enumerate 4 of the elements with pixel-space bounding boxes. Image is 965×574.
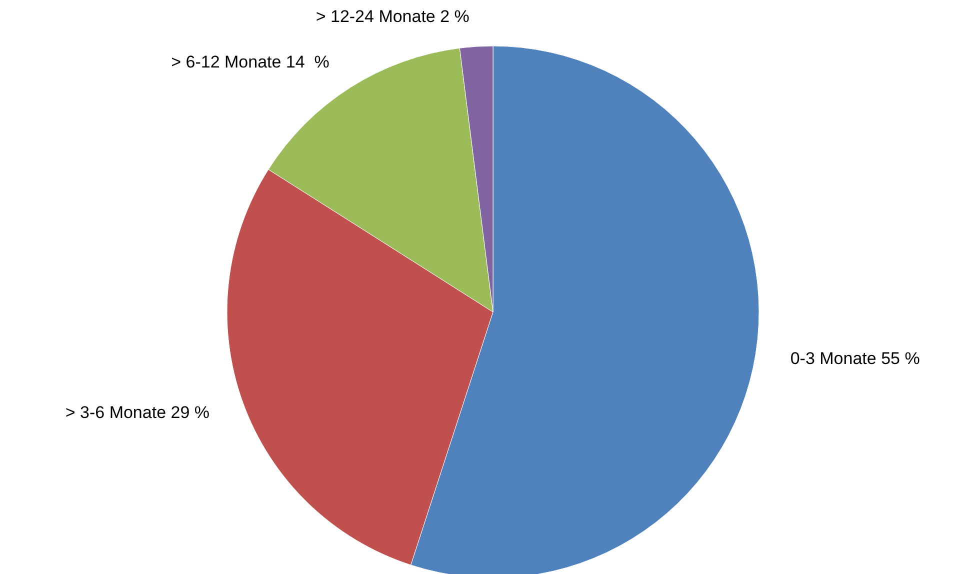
slice-label: > 12-24 Monate 2 %	[316, 7, 470, 26]
slice-label: 0-3 Monate 55 %	[790, 348, 920, 368]
slice-label: > 3-6 Monate 29 %	[65, 402, 210, 422]
slice-label: > 6-12 Monate 14 %	[171, 52, 330, 72]
